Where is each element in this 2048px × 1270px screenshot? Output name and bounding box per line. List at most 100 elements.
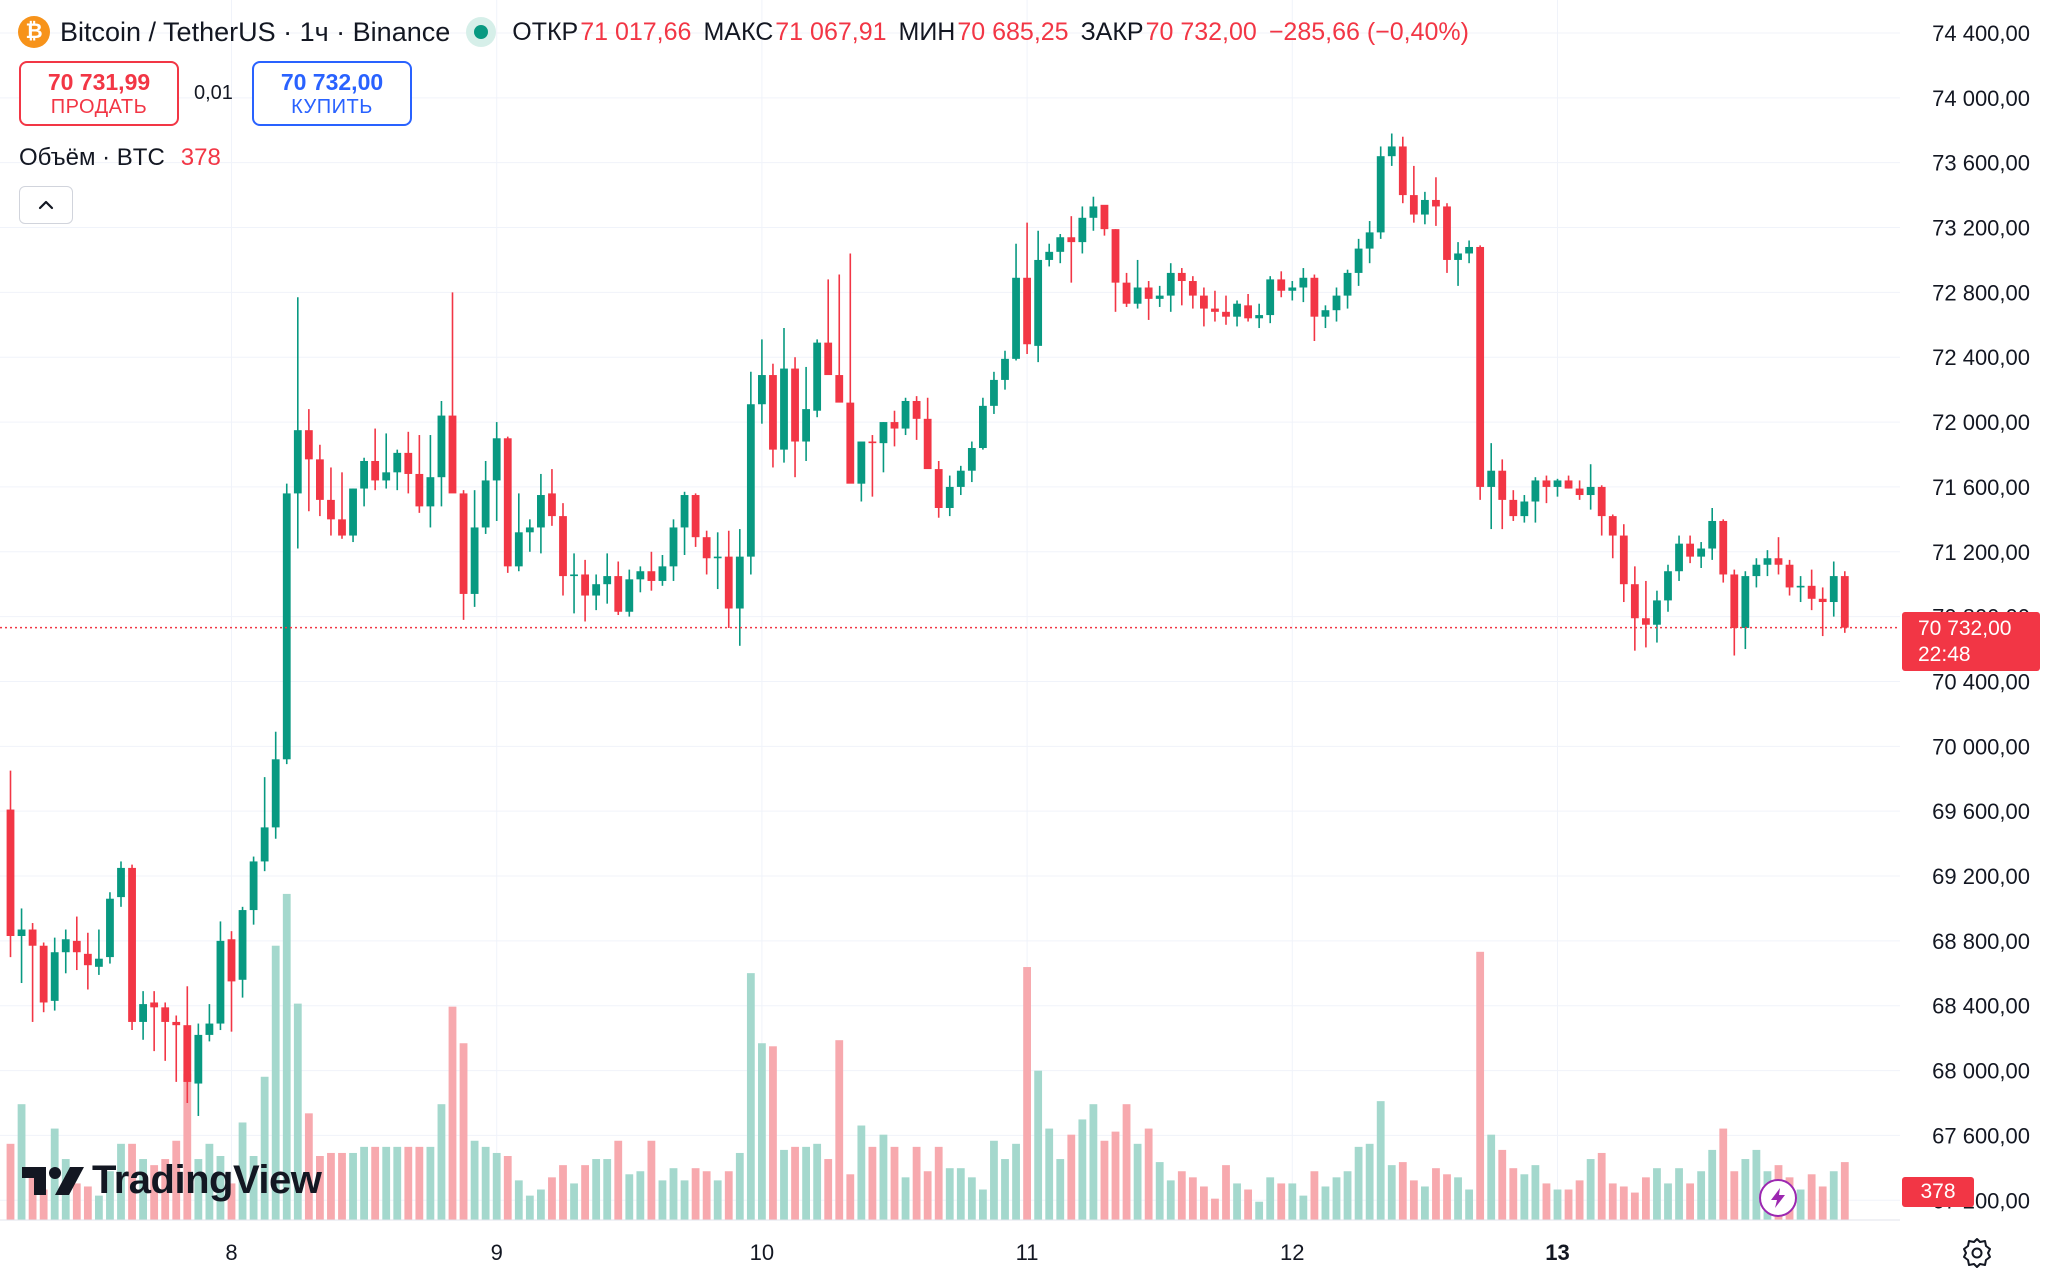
market-status-icon[interactable] xyxy=(466,17,497,47)
volume-bar xyxy=(161,1159,170,1220)
volume-bar xyxy=(1443,1174,1451,1220)
candle-body xyxy=(1608,516,1617,536)
low-label: МИН xyxy=(898,17,956,46)
time-axis[interactable]: 78910111213 xyxy=(0,1240,1570,1265)
time-tick-label: 11 xyxy=(1016,1240,1039,1265)
candle-body xyxy=(1686,543,1694,557)
candle xyxy=(1818,587,1827,637)
candle-body xyxy=(1476,246,1485,487)
volume-bar xyxy=(139,1159,147,1220)
candle-body xyxy=(570,574,578,577)
symbol-title[interactable]: Bitcoin / TetherUS · 1ч · Binance xyxy=(60,16,451,47)
candle xyxy=(1796,576,1805,603)
volume-bar xyxy=(724,1171,733,1220)
candle xyxy=(95,929,103,975)
collapse-legend-button[interactable] xyxy=(19,186,73,224)
volume-bar xyxy=(636,1171,645,1220)
volume-bar xyxy=(1166,1180,1175,1220)
candle xyxy=(61,929,70,974)
candle xyxy=(713,532,722,590)
volume-bar xyxy=(1465,1189,1473,1220)
candle xyxy=(636,566,645,593)
candle xyxy=(216,921,225,1031)
candle xyxy=(1012,243,1020,361)
volume-bar xyxy=(702,1171,711,1220)
candle-body xyxy=(1056,237,1065,252)
candle-body xyxy=(1520,501,1529,517)
candle-body xyxy=(1299,277,1308,288)
volume-bar xyxy=(1332,1177,1341,1220)
candle-body xyxy=(1133,287,1142,304)
candle xyxy=(39,942,48,1013)
price-tick-label: 70 400,00 xyxy=(1932,669,2030,694)
volume-bar xyxy=(1089,1104,1098,1220)
time-tick-label: 12 xyxy=(1280,1240,1304,1265)
candle-body xyxy=(901,400,910,429)
candle xyxy=(492,422,501,521)
candle xyxy=(802,366,810,461)
candle xyxy=(912,396,921,440)
volume-bar xyxy=(669,1168,678,1220)
candle-body xyxy=(1222,311,1230,317)
candle-body xyxy=(481,480,490,528)
candle xyxy=(1354,238,1363,286)
candle xyxy=(1365,221,1374,264)
tradingview-logo-icon xyxy=(22,1166,84,1195)
candle xyxy=(1465,240,1473,264)
candle xyxy=(28,923,37,1022)
candle xyxy=(459,490,468,620)
volume-bar xyxy=(1078,1119,1087,1220)
price-tick-label: 71 600,00 xyxy=(1932,475,2030,500)
candle-body xyxy=(780,368,788,450)
candle xyxy=(1697,542,1706,568)
volume-bar xyxy=(393,1146,402,1220)
candle-body xyxy=(470,527,479,594)
candle xyxy=(1454,242,1462,286)
volume-bar xyxy=(945,1168,954,1220)
volume-bar xyxy=(912,1146,921,1220)
candle xyxy=(514,493,523,572)
candle xyxy=(426,435,435,528)
bar-countdown: 22:48 xyxy=(1918,642,1971,666)
candle-body xyxy=(316,459,324,500)
candle-body xyxy=(1001,358,1009,380)
candle xyxy=(769,363,777,468)
candle xyxy=(1122,272,1131,307)
volume-bar xyxy=(537,1189,545,1220)
volume-bar xyxy=(691,1168,700,1220)
candle xyxy=(1078,206,1087,254)
lightning-button[interactable] xyxy=(1759,1179,1797,1217)
candle xyxy=(470,490,479,607)
candle xyxy=(106,892,114,964)
candle-body xyxy=(945,486,954,508)
volume-bar xyxy=(1509,1168,1518,1220)
candles xyxy=(6,133,1849,1116)
candle-body xyxy=(1630,584,1639,619)
candle xyxy=(1487,443,1496,530)
candle-body xyxy=(1111,229,1120,283)
candle-body xyxy=(967,448,976,471)
candle xyxy=(1001,350,1009,390)
candle-body xyxy=(912,400,921,419)
candle xyxy=(1288,281,1297,301)
volume-bar xyxy=(1741,1159,1750,1220)
volume-bar xyxy=(1111,1131,1120,1220)
volume-bar xyxy=(492,1152,501,1220)
candle-body xyxy=(371,460,380,481)
volume-bar xyxy=(106,1171,114,1220)
candle xyxy=(1166,263,1175,312)
buy-button[interactable]: 70 732,00 КУПИТЬ xyxy=(252,61,412,126)
price-tick-label: 68 400,00 xyxy=(1932,994,2030,1019)
sell-button[interactable]: 70 731,99 ПРОДАТЬ xyxy=(19,61,179,126)
settings-icon[interactable] xyxy=(1960,1236,1994,1270)
tradingview-logo[interactable]: TradingView xyxy=(22,1158,322,1203)
volume-bar xyxy=(1045,1128,1054,1220)
candle-body xyxy=(636,571,645,580)
time-tick-label: 13 xyxy=(1545,1240,1569,1265)
volume-bar xyxy=(525,1195,534,1220)
volume-bar xyxy=(1255,1201,1264,1220)
candle-body xyxy=(1288,287,1297,291)
volume-legend[interactable]: Объём · BTC 378 xyxy=(19,144,221,172)
candle xyxy=(835,274,844,403)
